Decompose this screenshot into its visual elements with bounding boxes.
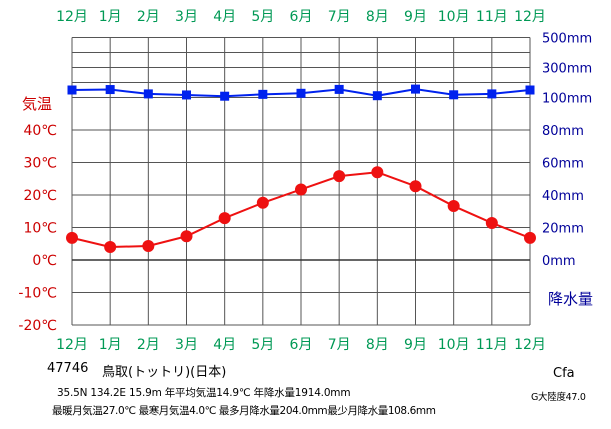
precipitation-point [296, 88, 306, 98]
temperature-point [295, 183, 307, 196]
temperature-point [409, 180, 422, 193]
month-label-bottom: 4月 [213, 337, 236, 353]
month-label-top: 11月 [476, 9, 508, 25]
precipitation-point [372, 91, 382, 101]
month-label-top: 10月 [438, 9, 470, 25]
temperature-point [104, 241, 117, 253]
temperature-point [447, 200, 460, 213]
temperature-series [66, 166, 536, 253]
temperature-axis-label: 気温 [22, 95, 52, 113]
precipitation-tick-label: 40mm [542, 189, 584, 204]
precipitation-point [220, 91, 230, 101]
temperature-point [333, 170, 346, 183]
precipitation-tick-label: 0mm [542, 254, 576, 269]
month-label-bottom: 1月 [99, 337, 122, 353]
station-details: 35.5N 134.2E 15.9m 年平均気温14.9℃ 年降水量1914.0… [57, 387, 351, 399]
precipitation-point [182, 90, 191, 100]
month-label-top: 12月 [56, 9, 88, 25]
month-label-bottom: 6月 [290, 337, 313, 353]
precipitation-point [334, 84, 344, 94]
month-label-bottom: 9月 [404, 337, 427, 353]
month-label-bottom: 2月 [137, 337, 160, 353]
month-label-top: 3月 [175, 9, 198, 25]
month-label-top: 1月 [99, 9, 122, 25]
month-label-top: 4月 [213, 9, 236, 25]
temperature-tick-label: 30℃ [23, 156, 57, 172]
precipitation-tick-label: 60mm [542, 157, 584, 172]
month-label-top: 2月 [137, 9, 160, 25]
precipitation-point [105, 85, 115, 95]
month-label-bottom: 3月 [175, 337, 198, 353]
temperature-point [524, 231, 536, 244]
continentality-index: G大陸度47.0 [531, 392, 586, 403]
temperature-point [371, 166, 384, 179]
precipitation-tick-label: 20mm [542, 222, 584, 237]
precipitation-point [411, 84, 420, 94]
month-label-bottom: 12月 [56, 337, 88, 353]
precipitation-series [67, 84, 535, 101]
precipitation-axis-ticks: 500mm 300mm 100mm 80mm 60mm 40mm 20mm 0mm [542, 32, 592, 270]
month-label-top: 7月 [328, 9, 351, 25]
temperature-tick-label: 0℃ [32, 253, 57, 269]
precipitation-point [143, 89, 153, 99]
precipitation-axis-label: 降水量 [548, 290, 593, 308]
month-label-bottom: 7月 [328, 337, 351, 353]
temperature-point [485, 216, 498, 229]
temperature-tick-label: -10℃ [18, 286, 57, 302]
temperature-point [142, 240, 155, 253]
precipitation-point [258, 89, 268, 99]
station-name: 鳥取(トットリ)(日本) [102, 365, 227, 380]
temperature-tick-label: -20℃ [18, 318, 57, 334]
temperature-tick-label: 40℃ [23, 123, 57, 139]
temperature-point [180, 230, 193, 243]
month-label-bottom: 11月 [476, 337, 508, 353]
precipitation-point [487, 89, 497, 99]
station-extremes: 最暖月気温27.0℃ 最寒月気温4.0℃ 最多月降水量204.0mm最少月降水量… [52, 405, 436, 417]
month-label-top: 6月 [290, 9, 313, 25]
temperature-point [66, 231, 78, 244]
precipitation-tick-label: 300mm [542, 62, 592, 77]
temperature-point [256, 196, 269, 209]
precipitation-point [525, 85, 535, 95]
month-label-bottom: 5月 [251, 337, 274, 353]
temperature-axis-ticks: 40℃ 30℃ 20℃ 10℃ 0℃ -10℃ -20℃ [18, 123, 57, 334]
precipitation-point [449, 90, 459, 100]
precipitation-tick-label: 80mm [542, 124, 584, 139]
climate-code: Cfa [553, 366, 575, 381]
precipitation-point [67, 85, 77, 95]
month-label-top: 12月 [514, 9, 546, 25]
month-labels-bottom: 12月 1月 2月 3月 4月 5月 6月 7月 8月 9月 10月 11月 12月 [56, 337, 546, 353]
temperature-point [218, 212, 231, 225]
month-label-bottom: 12月 [514, 337, 546, 353]
month-labels-top: 12月 1月 2月 3月 4月 5月 6月 7月 8月 9月 10月 11月 12月 [56, 9, 546, 25]
temperature-tick-label: 10℃ [23, 221, 57, 237]
temperature-tick-label: 20℃ [23, 188, 57, 204]
grid-lines [71, 37, 531, 326]
month-label-top: 5月 [251, 9, 274, 25]
month-label-top: 8月 [366, 9, 389, 25]
month-label-top: 9月 [404, 9, 427, 25]
month-label-bottom: 10月 [438, 337, 470, 353]
station-id: 47746 [47, 361, 89, 376]
month-label-bottom: 8月 [366, 337, 389, 353]
precipitation-tick-label: 500mm [542, 32, 592, 47]
precipitation-tick-label: 100mm [542, 92, 592, 107]
